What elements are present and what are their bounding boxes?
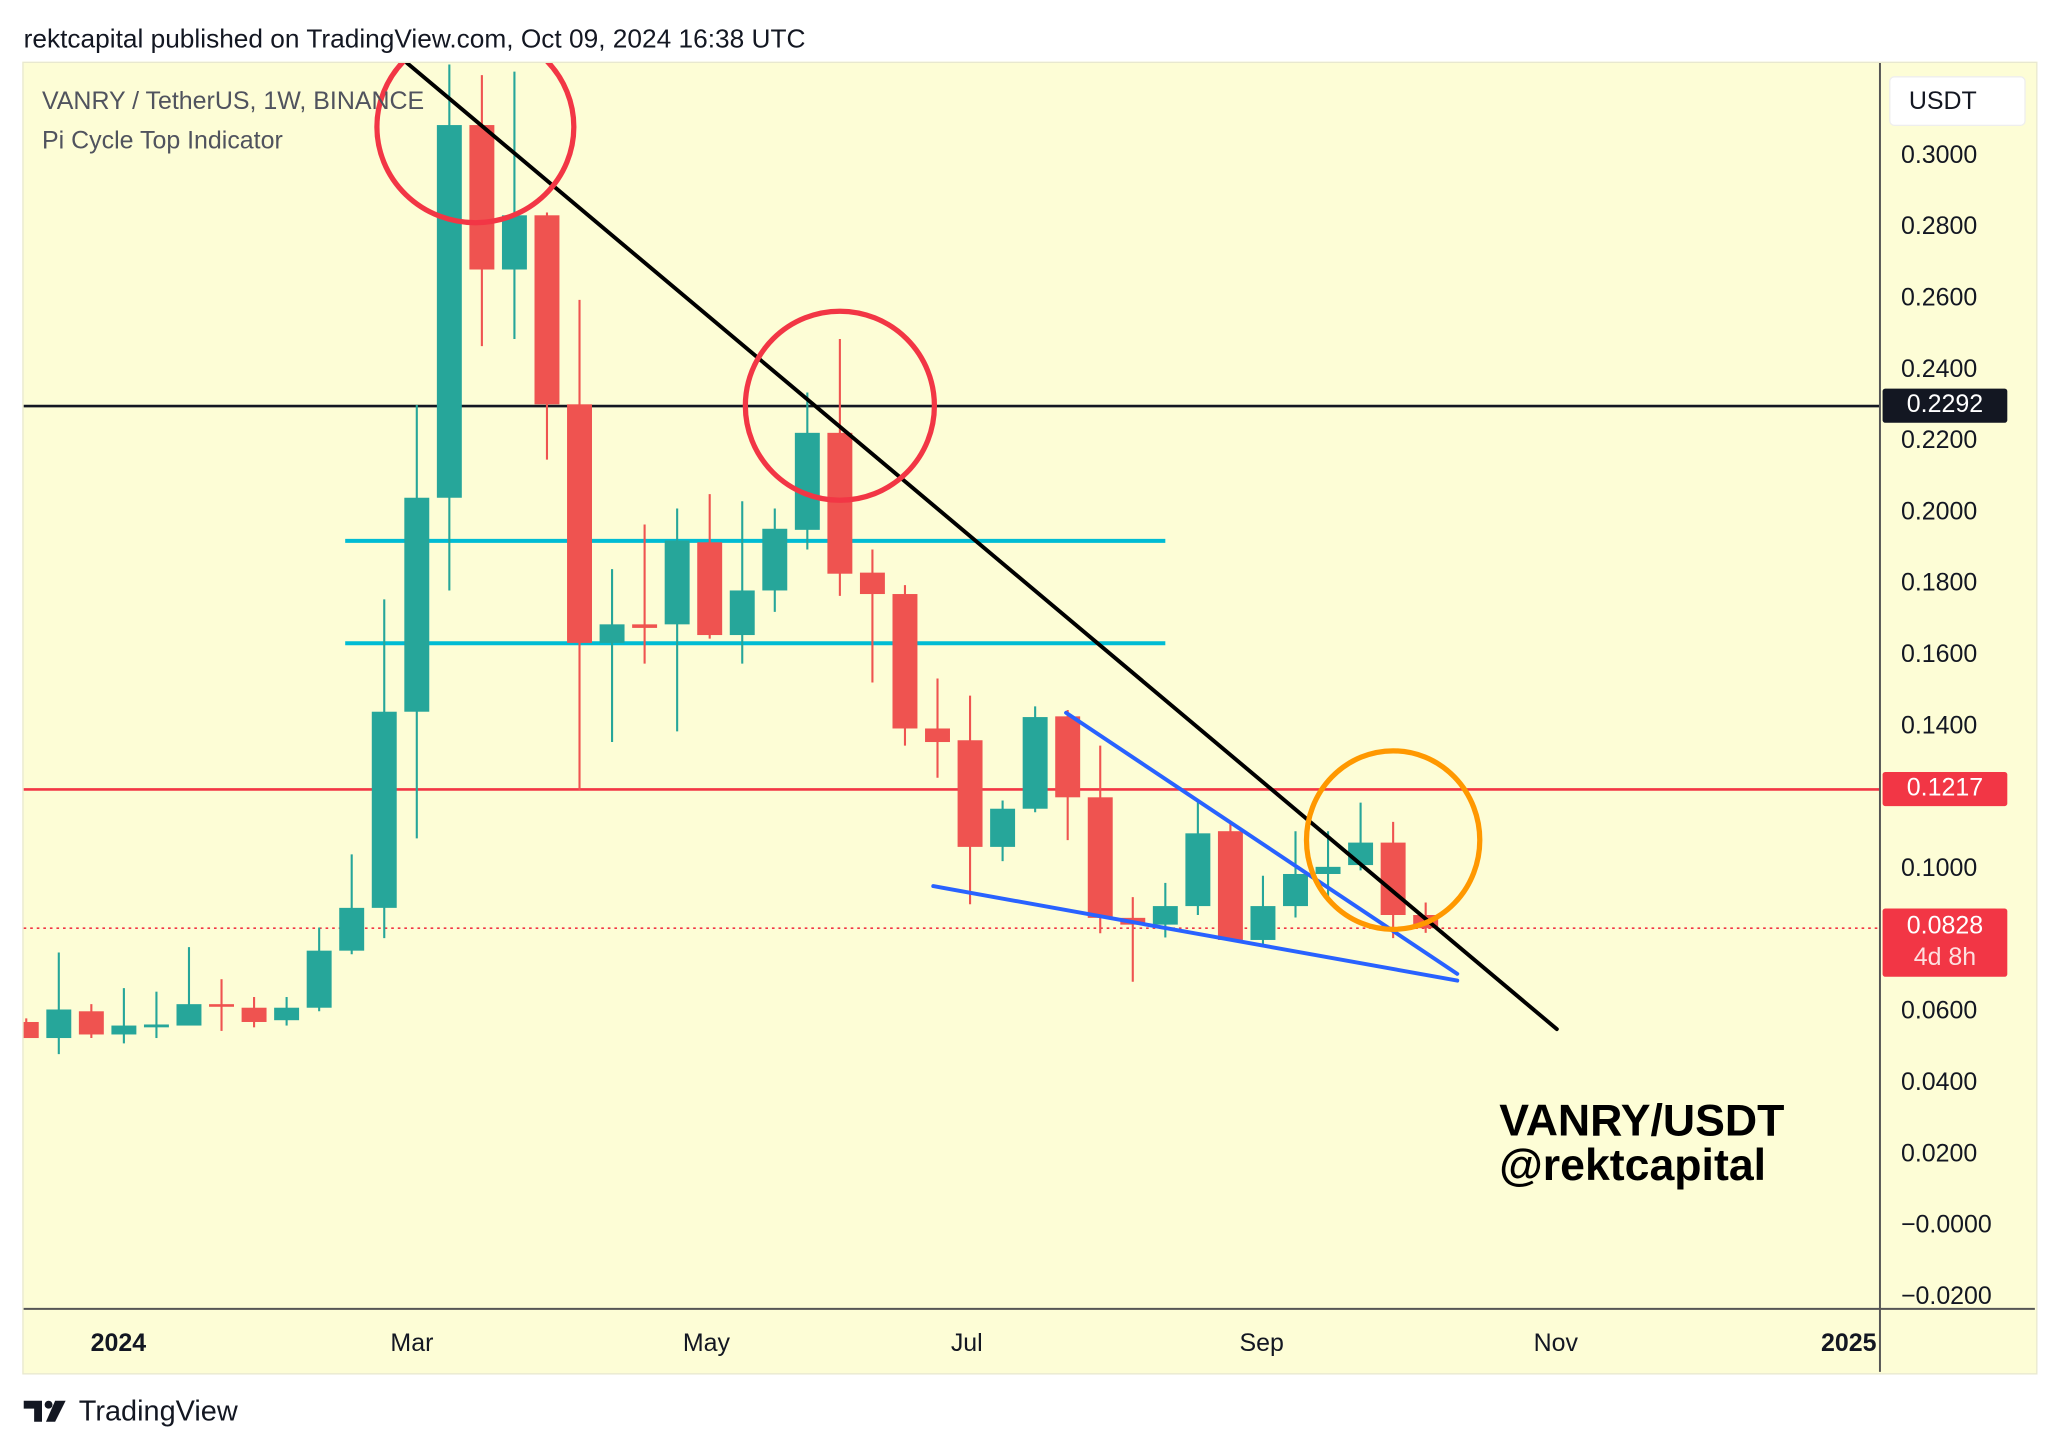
candle-body-up xyxy=(306,950,332,1008)
candle-body-up xyxy=(1283,873,1308,907)
time-tick-label: Mar xyxy=(390,1329,433,1357)
candle-body-down xyxy=(1087,797,1113,918)
time-tick-label: May xyxy=(683,1329,731,1357)
price-tick-label: 0.0200 xyxy=(1901,1139,1977,1167)
tradingview-brand: TradingView xyxy=(78,1394,238,1428)
candle-body-down xyxy=(241,1007,267,1022)
candle-body-up xyxy=(436,125,462,498)
time-tick-label: Jul xyxy=(951,1329,983,1357)
price-tick-label: 0.3000 xyxy=(1901,141,1977,169)
candle-body-down xyxy=(892,594,918,729)
candle-body-up xyxy=(729,590,755,636)
candle-body-down xyxy=(827,432,853,574)
price-tick-label: 0.2400 xyxy=(1901,355,1977,383)
currency-unit-button[interactable]: USDT xyxy=(1889,76,2026,127)
level-label-red: 0.1217 xyxy=(1882,771,2008,807)
candle-body-up xyxy=(599,624,625,643)
candle-body-up xyxy=(371,711,397,908)
candle-body-up xyxy=(664,540,690,625)
price-tick-label: 0.2600 xyxy=(1901,283,1977,311)
price-tick-label: −0.0000 xyxy=(1901,1211,1992,1239)
time-tick-label: 2025 xyxy=(1821,1329,1877,1357)
candle-body-down xyxy=(534,215,560,405)
bar-countdown: 4d 8h xyxy=(1913,943,1977,972)
candle-body-up xyxy=(762,528,788,591)
publish-header: rektcapital published on TradingView.com… xyxy=(23,24,806,54)
top-circle-1 xyxy=(374,63,577,226)
price-tick-label: 0.2800 xyxy=(1901,212,1977,240)
price-tick-label: 0.1600 xyxy=(1901,640,1977,668)
price-tick-label: 0.2000 xyxy=(1901,497,1977,525)
wedge-lower xyxy=(931,884,1460,983)
candle-body-down xyxy=(1055,716,1081,798)
price-tick-label: 0.1000 xyxy=(1901,854,1977,882)
last-price-value: 0.0828 xyxy=(1906,912,1984,940)
candle-body-down xyxy=(957,740,983,847)
price-tick-label: −0.0200 xyxy=(1901,1282,1992,1310)
time-tick-label: 2024 xyxy=(91,1329,147,1357)
candle-body-down xyxy=(1380,842,1406,915)
candle-body-down xyxy=(567,404,592,643)
candle-body-down xyxy=(632,624,658,628)
candle-body-up xyxy=(990,808,1016,847)
candle-body-up xyxy=(274,1007,300,1021)
price-tick-label: 0.1800 xyxy=(1901,569,1977,597)
price-tick-label: 0.0400 xyxy=(1901,1068,1977,1096)
time-tick-label: Nov xyxy=(1534,1329,1579,1357)
breakout-circle xyxy=(1303,748,1483,933)
candle-body-up xyxy=(794,432,820,530)
top-circle-2 xyxy=(742,308,938,503)
candle-body-down xyxy=(209,1004,234,1007)
tradingview-footer[interactable]: TradingView xyxy=(23,1394,238,1428)
candle-body-down xyxy=(925,728,950,743)
candle-body-up xyxy=(1250,906,1276,940)
candle-body-up xyxy=(404,497,430,712)
candle-body-down xyxy=(1217,831,1243,940)
time-tick-label: Sep xyxy=(1239,1329,1283,1357)
candle-body-down xyxy=(469,125,495,270)
price-tick-label: 0.0600 xyxy=(1901,997,1977,1025)
candle-body-up xyxy=(339,907,365,951)
candle-body-up xyxy=(501,215,527,270)
candle-body-down xyxy=(78,1011,104,1035)
symbol-legend[interactable]: VANRY / TetherUS, 1W, BINANCE xyxy=(42,87,425,116)
candle-body-up xyxy=(1022,717,1048,809)
price-tick-label: 0.2200 xyxy=(1901,426,1977,454)
candle-body-down xyxy=(859,572,885,595)
level-label-black: 0.2292 xyxy=(1882,388,2008,423)
candle-body-up xyxy=(1185,833,1211,907)
candle-body-up xyxy=(46,1009,72,1039)
candle-body-down xyxy=(23,1021,39,1039)
watermark-pair: VANRY/USDT xyxy=(1499,1096,1785,1147)
candle-body-up xyxy=(1152,906,1178,925)
candle-body-up xyxy=(176,1004,202,1026)
indicator-legend[interactable]: Pi Cycle Top Indicator xyxy=(42,127,283,155)
candle-body-up xyxy=(143,1024,169,1028)
price-tick-label: 0.1400 xyxy=(1901,711,1977,739)
candle-body-up xyxy=(111,1025,137,1035)
candle-body-up xyxy=(1315,866,1341,874)
watermark-author: @rektcapital xyxy=(1499,1140,1767,1191)
candle-body-down xyxy=(697,542,723,636)
downtrend-line xyxy=(405,63,1559,1032)
last-price-label: 0.0828 4d 8h xyxy=(1882,908,2008,977)
tradingview-logo-icon xyxy=(23,1400,66,1422)
